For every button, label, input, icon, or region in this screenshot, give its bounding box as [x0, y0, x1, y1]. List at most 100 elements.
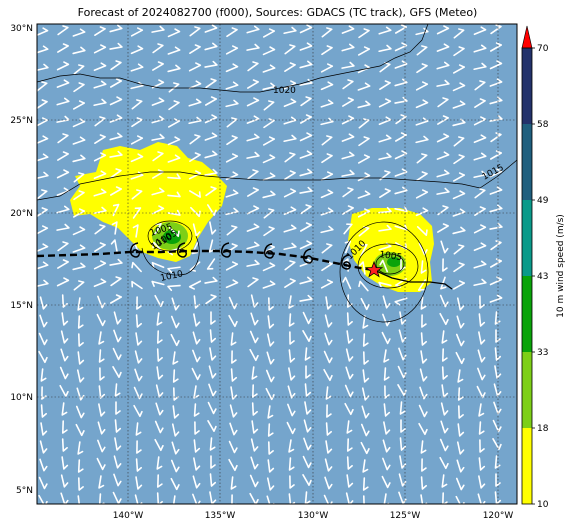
- wind-barb-icon: [452, 190, 466, 200]
- wind-barb-icon: [131, 117, 143, 128]
- wind-barb-icon: [193, 403, 200, 417]
- wind-barb-icon: [194, 421, 200, 435]
- wind-barb-icon: [155, 402, 164, 416]
- wind-barb-icon: [440, 420, 449, 434]
- wind-barb-icon: [321, 27, 333, 38]
- wind-barb-icon: [420, 296, 427, 310]
- wind-barb-icon: [188, 280, 202, 290]
- wind-barb-icon: [109, 42, 123, 50]
- colorbar-tick-label: 43: [537, 272, 548, 282]
- wind-barb-icon: [56, 277, 70, 287]
- wind-barb-icon: [415, 135, 429, 144]
- wind-barb-icon: [155, 384, 164, 398]
- wind-barb-icon: [93, 278, 107, 288]
- wind-barb-icon: [490, 42, 502, 52]
- wind-barb-icon: [299, 294, 313, 302]
- wind-barb-icon: [342, 187, 354, 198]
- wind-barb-icon: [111, 221, 118, 235]
- wind-barb-icon: [262, 64, 276, 73]
- wind-barb-icon: [266, 333, 275, 347]
- wind-barb-icon: [345, 492, 354, 504]
- wind-barb-icon: [114, 437, 122, 451]
- wind-barb-icon: [357, 190, 371, 199]
- wind-barb-icon: [379, 188, 391, 198]
- wind-barb-icon: [341, 151, 355, 160]
- wind-barb-icon: [456, 459, 465, 473]
- isobar-1010-east-inner: [375, 253, 405, 275]
- wind-barb-icon: [61, 438, 68, 452]
- wind-barb-icon: [57, 43, 69, 53]
- wind-barb-icon: [478, 475, 486, 489]
- wind-barb-icon: [167, 136, 181, 146]
- wind-barb-icon: [321, 45, 333, 56]
- wind-barb-icon: [110, 60, 122, 71]
- wind-barb-icon: [156, 330, 163, 344]
- wind-barb-icon: [439, 456, 449, 470]
- wind-barb-icon: [299, 60, 313, 69]
- wind-barb-icon: [283, 98, 297, 108]
- wind-barb-icon: [437, 205, 449, 216]
- wind-barb-icon: [477, 349, 486, 363]
- wind-barb-icon: [37, 27, 49, 37]
- wind-barb-icon: [167, 284, 181, 292]
- wind-barb-icon: [109, 24, 123, 33]
- wind-barb-icon: [360, 423, 370, 437]
- wind-barb-icon: [130, 135, 144, 145]
- colorbar-segment: [522, 200, 532, 276]
- wind-barb-icon: [320, 207, 334, 216]
- wind-barb-icon: [299, 150, 313, 159]
- wind-barb-icon: [73, 172, 85, 183]
- wind-barb-icon: [151, 25, 165, 33]
- wind-barb-icon: [172, 387, 179, 401]
- wind-barb-icon: [191, 367, 201, 381]
- wind-barb-icon: [473, 242, 487, 252]
- wind-barb-icon: [225, 189, 239, 198]
- wind-barb-icon: [325, 422, 332, 436]
- wind-barb-icon: [473, 62, 487, 71]
- wind-barb-icon: [131, 261, 142, 273]
- wind-barb-icon: [37, 243, 49, 253]
- wind-barb-icon: [416, 171, 428, 182]
- map-title: Forecast of 2024082700 (f000), Sources: …: [77, 6, 478, 19]
- current-position-star-icon: [364, 260, 384, 278]
- wind-barb-icon: [346, 312, 353, 326]
- wind-barb-icon: [72, 244, 86, 253]
- wind-barb-icon: [288, 457, 295, 471]
- wind-barb-icon: [59, 384, 69, 398]
- wind-barb-icon: [152, 43, 164, 54]
- wind-barb-icon: [267, 441, 274, 455]
- wind-barb-icon: [395, 24, 407, 34]
- wind-barb-icon: [344, 384, 354, 398]
- wind-barb-icon: [250, 438, 259, 452]
- wind-barb-icon: [77, 315, 84, 329]
- wind-barb-icon: [94, 26, 106, 36]
- wind-barb-icon: [378, 44, 392, 53]
- wind-barb-icon: [228, 458, 238, 472]
- wind-barb-icon: [109, 132, 123, 141]
- wind-barb-icon: [109, 96, 123, 106]
- wind-barb-icon: [115, 401, 121, 415]
- wind-barb-icon: [188, 98, 202, 107]
- wind-barb-icon: [320, 99, 334, 108]
- wind-barb-icon: [75, 405, 85, 419]
- wind-barb-icon: [97, 295, 106, 309]
- wind-barb-icon: [473, 170, 487, 179]
- wind-barb-icon: [452, 100, 466, 109]
- wind-barb-icon: [490, 258, 502, 268]
- wind-barb-icon: [229, 422, 238, 436]
- wind-barb-icon: [452, 226, 466, 235]
- wind-barb-icon: [98, 403, 106, 417]
- wind-barb-icon: [478, 421, 485, 435]
- colorbar-segment: [522, 48, 532, 124]
- wind-barb-icon: [457, 369, 464, 383]
- wind-barb-icon: [489, 96, 503, 105]
- wind-barb-icon: [305, 365, 311, 379]
- wind-barb-icon: [299, 132, 313, 142]
- wind-barb-icon: [478, 331, 486, 345]
- tropical-cyclone-symbol-icon: [263, 243, 274, 259]
- wind-barb-icon: [204, 114, 218, 124]
- wind-barb-icon: [262, 136, 276, 146]
- wind-barb-icon: [263, 208, 275, 219]
- wind-barb-icon: [394, 60, 408, 69]
